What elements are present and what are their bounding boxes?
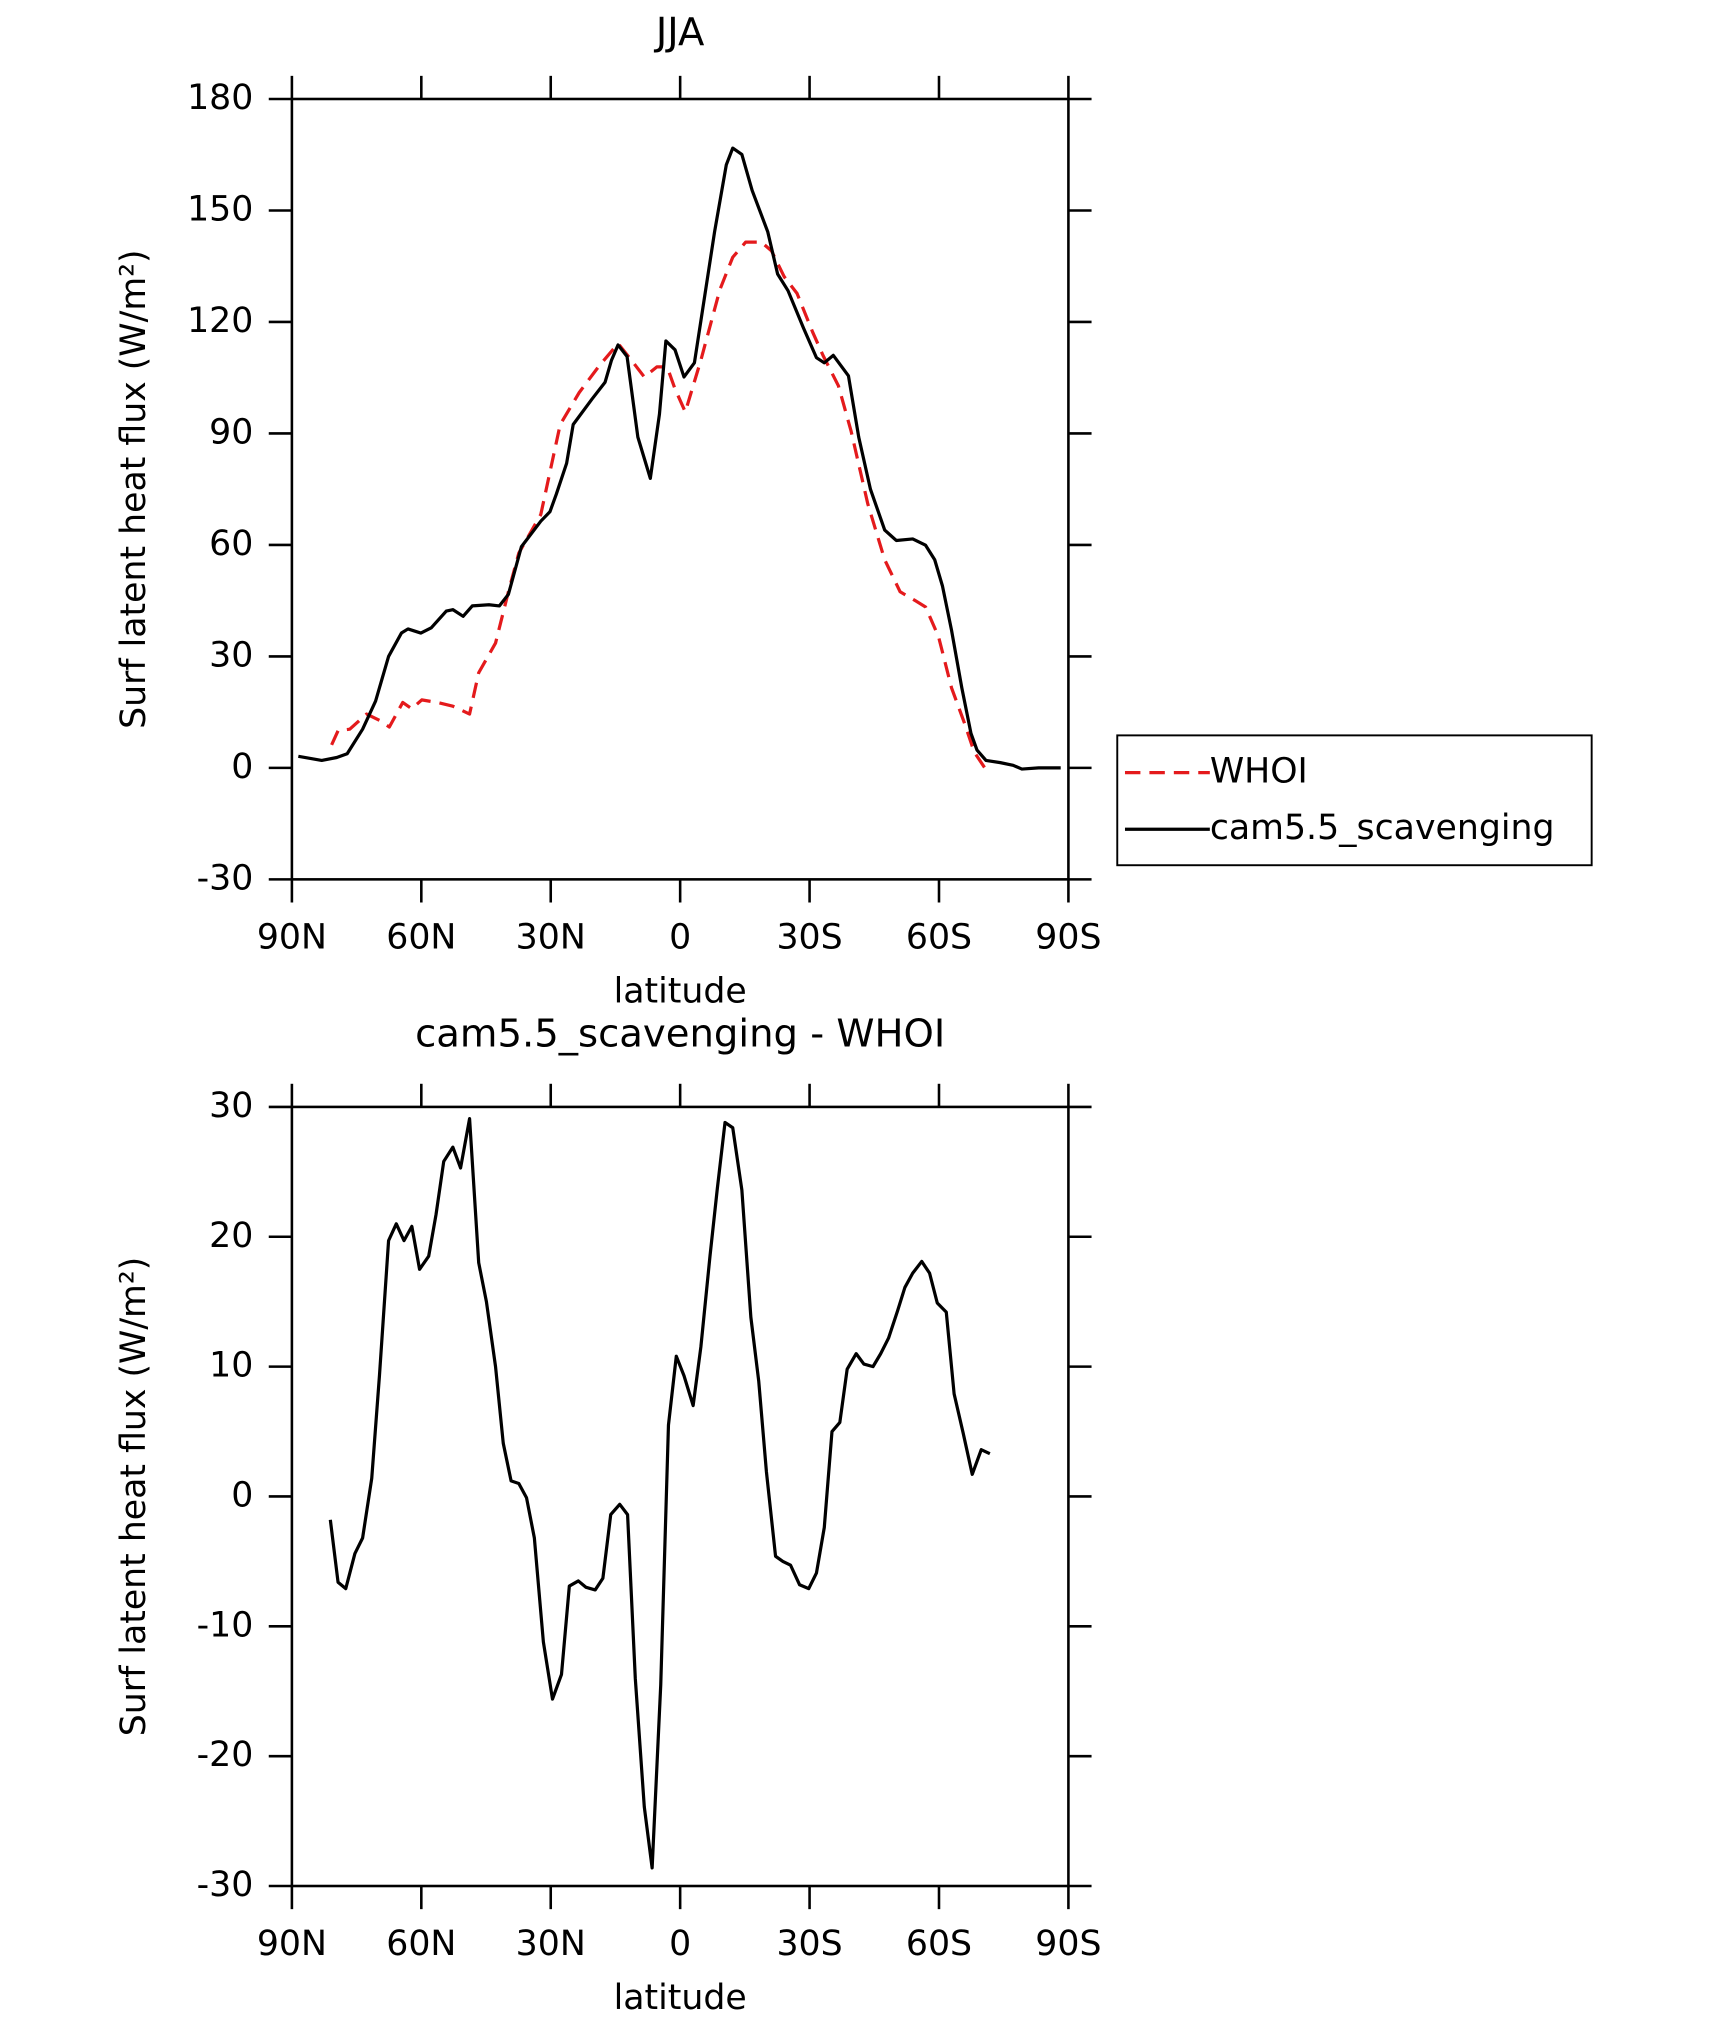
x-axis-label: latitude (614, 972, 747, 1012)
x-tick-label: 30N (516, 1924, 586, 1964)
y-tick-label: 30 (209, 635, 253, 675)
y-axis-label: Surf latent heat flux (W/m²) (114, 1257, 154, 1737)
y-tick-label: -20 (197, 1735, 254, 1775)
y-tick-label: 20 (209, 1216, 253, 1256)
x-tick-label: 0 (669, 1924, 691, 1964)
x-tick-label: 90S (1035, 1924, 1101, 1964)
legend-box (1116, 734, 1593, 867)
y-tick-label: 180 (187, 78, 253, 118)
x-tick-label: 60S (906, 918, 972, 958)
chart-title: cam5.5_scavenging - WHOI (415, 1012, 945, 1057)
y-tick-label: 0 (231, 747, 253, 787)
y-tick-label: 90 (209, 412, 253, 452)
x-tick-label: 60N (386, 918, 456, 958)
chart-title: JJA (654, 10, 705, 55)
y-tick-label: 0 (231, 1475, 253, 1515)
x-tick-label: 90N (257, 918, 327, 958)
x-tick-label: 60N (386, 1924, 456, 1964)
y-tick-label: 10 (209, 1346, 253, 1386)
x-tick-label: 90N (257, 1924, 327, 1964)
x-tick-label: 90S (1035, 918, 1101, 958)
y-tick-label: 120 (187, 301, 253, 341)
x-tick-label: 60S (906, 1924, 972, 1964)
x-tick-label: 30S (776, 918, 842, 958)
series-line (328, 1117, 991, 1870)
x-axis-label: latitude (614, 1978, 747, 2018)
y-axis-label: Surf latent heat flux (W/m²) (114, 249, 154, 729)
legend-label: WHOI (1210, 752, 1308, 792)
y-tick-label: -30 (197, 1865, 254, 1905)
x-tick-label: 0 (669, 918, 691, 958)
y-tick-label: 60 (209, 524, 253, 564)
y-tick-label: -10 (197, 1605, 254, 1645)
y-tick-label: 30 (209, 1086, 253, 1126)
x-tick-label: 30N (516, 918, 586, 958)
plot-frame (290, 1105, 1070, 1888)
plot-frame (290, 97, 1070, 881)
x-tick-label: 30S (776, 1924, 842, 1964)
legend-label: cam5.5_scavenging (1210, 808, 1555, 848)
series-line (298, 146, 1061, 771)
y-tick-label: 150 (187, 189, 253, 229)
series-line (330, 240, 989, 773)
y-tick-label: -30 (197, 858, 254, 898)
